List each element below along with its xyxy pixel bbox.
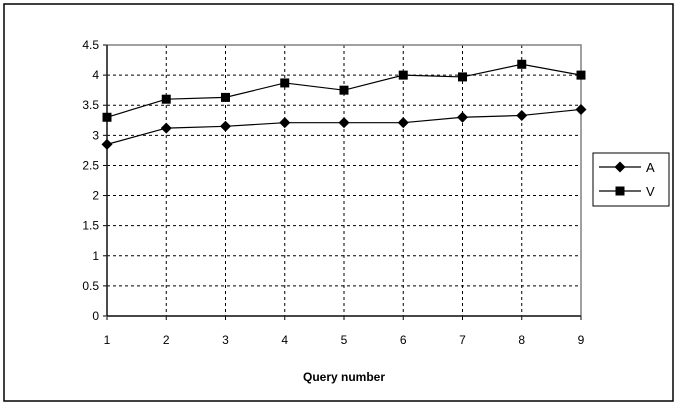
x-tick-label: 7: [459, 333, 466, 347]
y-tick-label: 3.5: [82, 98, 99, 112]
legend-item-V: V: [599, 184, 655, 199]
x-tick-label: 6: [400, 333, 407, 347]
x-tick-label: 3: [222, 333, 229, 347]
x-tick-label: 4: [281, 333, 288, 347]
data-point-V: [102, 112, 112, 122]
data-point-A: [101, 138, 113, 150]
data-point-A: [516, 109, 528, 121]
data-point-A: [397, 117, 409, 129]
series-V: [102, 59, 586, 122]
data-point-A: [338, 117, 350, 129]
legend: AV: [592, 152, 670, 207]
data-point-V: [161, 94, 171, 104]
data-point-A: [220, 120, 231, 132]
x-tick-label: 1: [104, 333, 111, 347]
y-tick-label: 1.5: [82, 219, 99, 233]
data-point-V: [221, 92, 230, 102]
y-tick-label: 2: [92, 189, 99, 203]
legend-marker: [615, 186, 625, 196]
axes: [103, 44, 582, 320]
tick-labels: 0 0.5 1 1.5 2 2.5 3 3.5 4 4.5 1 2 3 4 5 6 7 8 9: [82, 38, 584, 347]
data-point-A: [279, 117, 291, 129]
legend-marker: [614, 161, 626, 173]
series-lines: [101, 59, 587, 150]
y-tick-label: 0.5: [82, 279, 99, 293]
series-A: [101, 103, 587, 150]
y-tick-label: 4.5: [82, 38, 99, 52]
data-point-V: [280, 78, 290, 88]
y-tick-label: 0: [92, 309, 99, 323]
legend-item-A: A: [599, 160, 655, 175]
y-tick-label: 4: [92, 68, 99, 82]
y-tick-label: 3: [92, 128, 99, 142]
data-point-A: [457, 111, 468, 123]
x-tick-label: 2: [163, 333, 170, 347]
data-point-A: [575, 103, 587, 115]
y-tick-label: 1: [92, 249, 99, 263]
legend-box: [592, 152, 670, 207]
x-tick-label: 5: [341, 333, 348, 347]
data-point-V: [576, 70, 586, 80]
legend-label: A: [646, 160, 655, 175]
data-point-V: [517, 59, 527, 69]
data-point-A: [160, 122, 172, 134]
x-tick-label: 8: [518, 333, 525, 347]
x-tick-label: 9: [578, 333, 585, 347]
legend-label: V: [646, 184, 655, 199]
y-tick-label: 2.5: [82, 158, 99, 172]
data-point-V: [398, 70, 408, 80]
x-axis-title: Query number: [303, 370, 385, 384]
data-point-V: [339, 85, 349, 95]
data-point-V: [458, 72, 467, 82]
